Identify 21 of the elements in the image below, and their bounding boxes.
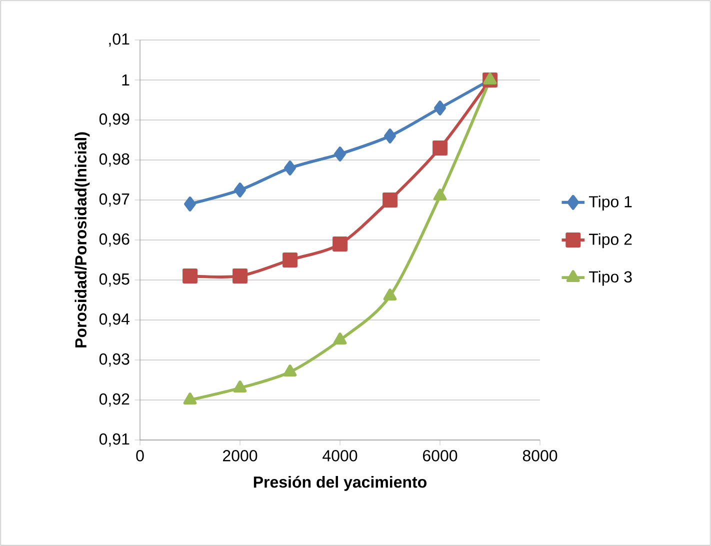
y-tick-label: 0,93: [99, 353, 130, 367]
x-tick-label: 4000: [322, 450, 358, 462]
legend-label: Tipo 1: [588, 196, 632, 211]
x-tick-label: 8000: [522, 450, 558, 462]
y-tick-label: 0,97: [99, 193, 130, 207]
y-tick-label: ,01: [109, 33, 130, 47]
x-axis-title: Presión del yacimiento: [254, 476, 426, 491]
legend-label: Tipo 2: [588, 233, 632, 248]
y-axis-title: Porosidad/Porosidad(Inicial): [74, 132, 90, 348]
y-tick-label: 0,98: [99, 153, 130, 167]
y-tick-label: 0,92: [99, 393, 130, 407]
y-tick-label: 0,95: [99, 273, 130, 287]
y-tick-label: 0,91: [99, 433, 130, 447]
x-tick-label: 2000: [223, 450, 258, 462]
x-tick-label: 6000: [423, 450, 458, 462]
y-tick-label: 0,99: [99, 113, 130, 127]
y-tick-label: 0,96: [99, 233, 130, 247]
y-tick-label: 1: [122, 74, 130, 86]
legend-label: Tipo 3: [588, 270, 632, 286]
y-tick-label: 0,94: [99, 313, 130, 327]
x-tick-label: 0: [136, 450, 144, 462]
